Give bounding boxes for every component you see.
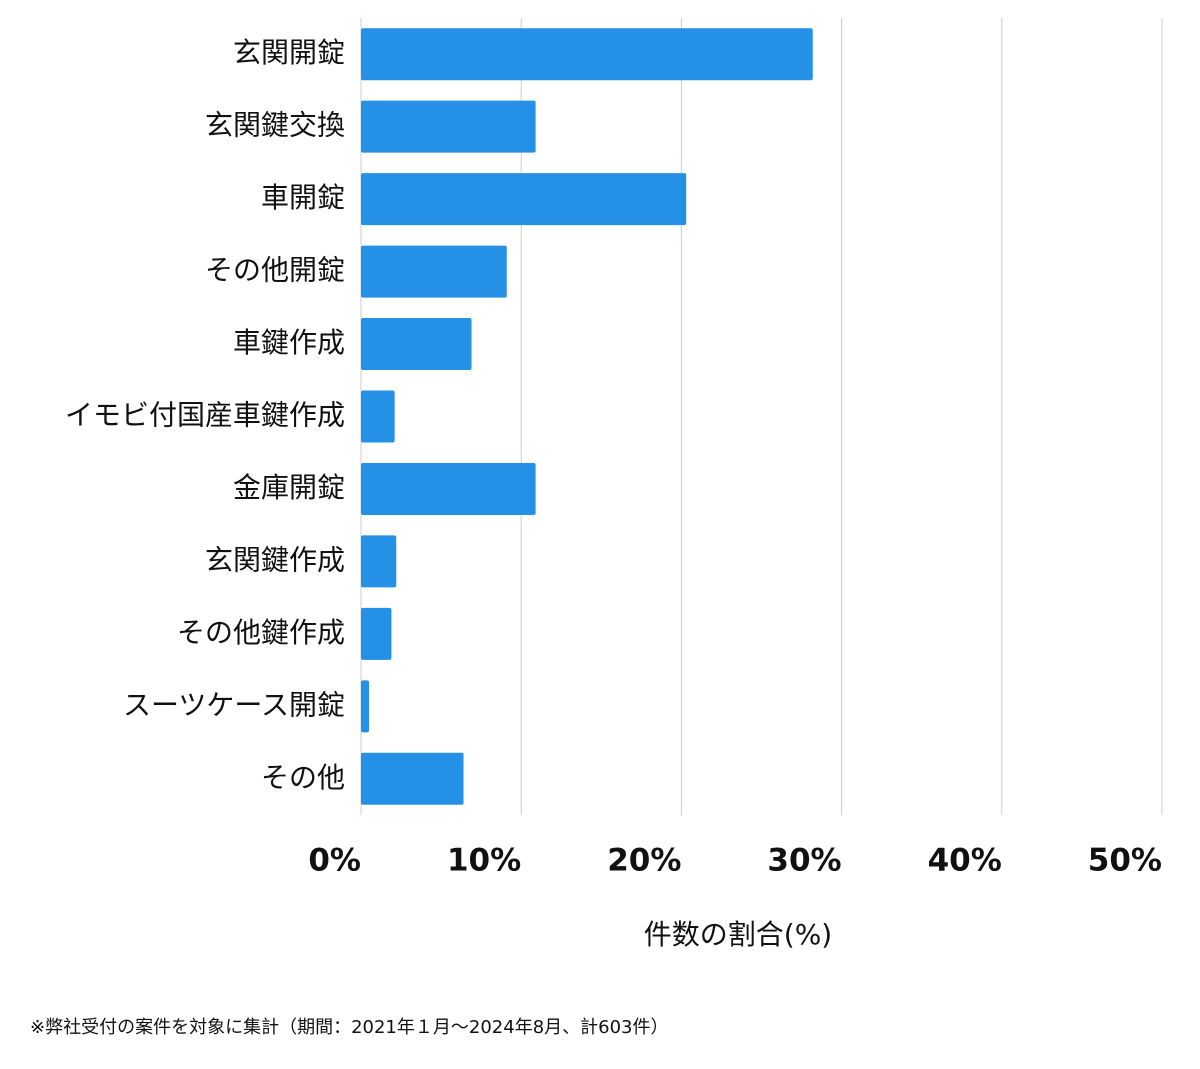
y-tick-label: 玄関鍵交換	[205, 109, 345, 142]
x-tick-label: 40%	[928, 843, 1002, 879]
y-tick-label: 車鍵作成	[233, 326, 345, 359]
y-tick-label: 金庫開錠	[233, 471, 345, 504]
x-axis-title: 件数の割合(%)	[644, 918, 832, 951]
bar	[361, 173, 687, 226]
x-tick-label: 10%	[447, 843, 521, 879]
bar	[361, 100, 536, 153]
bar	[361, 535, 397, 588]
x-tick-label: 30%	[767, 843, 841, 879]
y-tick-label: その他開錠	[205, 254, 345, 287]
x-tick-label: 0%	[308, 843, 361, 879]
bar	[361, 752, 464, 805]
x-tick-label: 20%	[607, 843, 681, 879]
y-tick-label: イモビ付国産車鍵作成	[65, 399, 345, 432]
bar	[361, 245, 507, 298]
x-tick-label: 50%	[1088, 843, 1162, 879]
y-tick-label: 玄関鍵作成	[205, 543, 345, 576]
bar	[361, 607, 392, 660]
bar	[361, 318, 472, 371]
bar	[361, 390, 395, 443]
y-tick-label: その他鍵作成	[177, 616, 345, 649]
y-tick-label: 玄関開錠	[233, 36, 345, 69]
y-tick-label: スーツケース開錠	[123, 688, 345, 721]
bar	[361, 462, 536, 515]
bar	[361, 680, 370, 733]
y-tick-label: その他	[261, 761, 345, 794]
y-tick-label: 車開錠	[261, 181, 345, 214]
bar	[361, 28, 813, 81]
footnote: ※弊社受付の案件を対象に集計（期間：2021年１月〜2024年8月、計603件）	[30, 1017, 669, 1038]
